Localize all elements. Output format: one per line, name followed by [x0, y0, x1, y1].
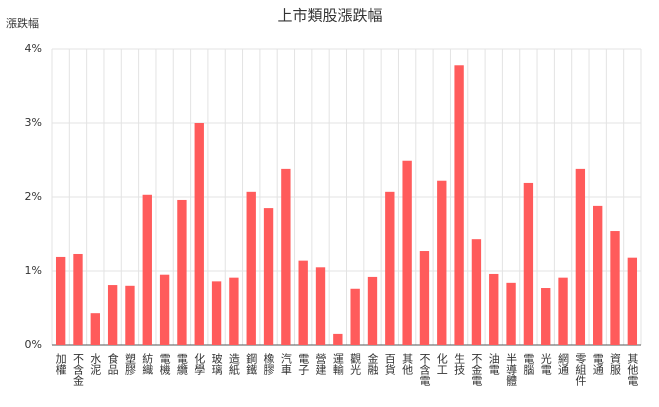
bar	[194, 123, 204, 345]
y-tick-label: 2%	[25, 190, 42, 203]
x-tick-label: 金融	[366, 352, 379, 376]
x-tick-label: 食品	[106, 352, 119, 375]
x-tick-label: 橡膠	[262, 353, 275, 375]
bar	[107, 285, 118, 345]
bar	[246, 191, 256, 345]
y-axis-label: 漲跌幅	[6, 16, 39, 30]
bar	[350, 288, 360, 345]
x-tick-label: 運輸	[331, 353, 344, 376]
x-tick-label: 零組件	[574, 353, 587, 387]
bar	[281, 168, 291, 345]
bar	[489, 273, 499, 345]
x-tick-label: 塑膠	[123, 352, 136, 375]
x-tick-label: 其他	[401, 353, 414, 375]
bar	[627, 257, 638, 345]
bar	[263, 208, 274, 345]
bar	[575, 168, 586, 345]
x-tick-label: 不金電	[470, 353, 483, 386]
x-tick-label: 生技	[453, 352, 466, 376]
bar	[125, 285, 135, 345]
x-tick-label: 百貨	[383, 353, 396, 376]
bar	[367, 276, 378, 345]
bar	[159, 274, 170, 345]
bar	[454, 65, 464, 345]
bar	[142, 194, 152, 345]
bar	[402, 160, 412, 345]
bar	[229, 277, 239, 345]
x-tick-label: 觀光	[349, 353, 362, 376]
bar	[437, 180, 447, 345]
bar	[558, 277, 568, 345]
bar	[610, 231, 620, 345]
x-tick-label: 汽車	[279, 352, 292, 376]
bar	[90, 313, 100, 345]
bar	[177, 199, 187, 345]
y-tick-label: 0%	[25, 338, 42, 351]
y-tick-label: 1%	[25, 264, 42, 277]
bar	[471, 239, 482, 345]
x-tick-label: 電腦	[522, 353, 535, 376]
x-tick-label: 鋼鐵	[245, 352, 258, 376]
x-tick-label: 光電	[539, 352, 552, 375]
x-tick-label: 營建	[314, 353, 327, 376]
x-tick-label: 化學	[193, 352, 206, 376]
bar	[593, 205, 603, 345]
bar	[315, 267, 326, 345]
bar	[211, 281, 222, 345]
bar	[73, 253, 83, 345]
bar	[55, 256, 66, 345]
bar	[419, 251, 430, 345]
x-tick-label: 其他電	[626, 353, 639, 386]
x-tick-label: 不含電	[418, 353, 431, 386]
x-tick-label: 化工	[435, 352, 448, 375]
x-tick-label: 水泥	[89, 353, 102, 376]
x-tick-label: 網通	[557, 352, 570, 375]
y-tick-label: 3%	[25, 116, 42, 129]
bar	[506, 282, 516, 345]
bar	[333, 333, 343, 345]
bar	[541, 288, 551, 345]
x-tick-label: 紡織	[141, 352, 154, 376]
bar	[298, 260, 308, 345]
x-tick-label: 油電	[487, 352, 500, 375]
x-tick-label: 電通	[591, 353, 604, 375]
bar	[523, 182, 534, 345]
x-tick-label: 電子	[297, 353, 310, 375]
bar	[385, 191, 395, 345]
x-tick-label: 半導體	[505, 352, 518, 387]
y-tick-label: 4%	[25, 42, 42, 55]
x-tick-label: 玻璃	[210, 353, 223, 376]
x-tick-label: 加權	[54, 353, 67, 376]
chart-title: 上市類股漲跌幅	[277, 7, 382, 25]
x-tick-label: 電纜	[175, 353, 188, 376]
x-tick-label: 資服	[609, 353, 622, 376]
x-tick-label: 不含金	[71, 353, 84, 386]
x-tick-label: 造紙	[227, 352, 240, 375]
x-tick-label: 電機	[158, 353, 171, 376]
